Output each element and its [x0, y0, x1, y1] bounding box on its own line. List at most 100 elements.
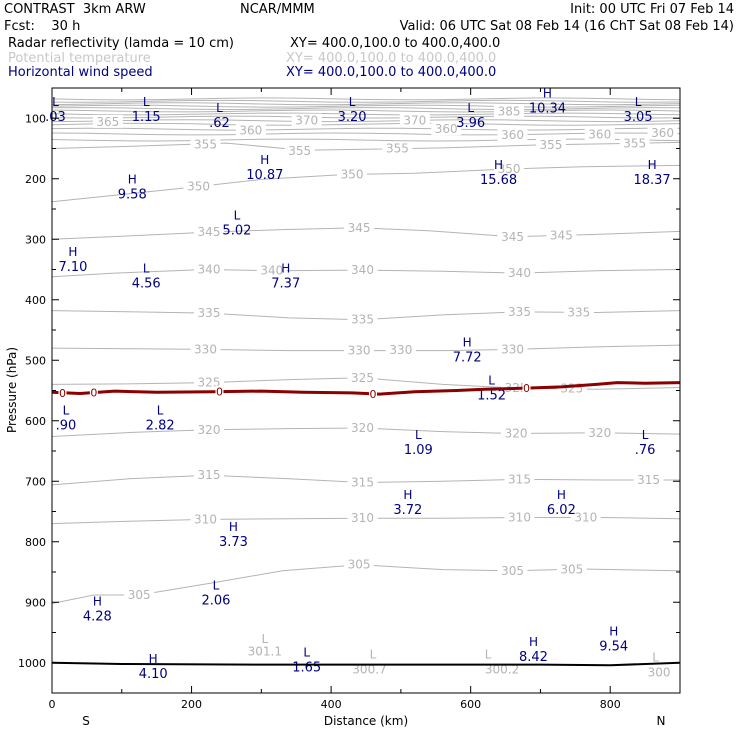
wind-extremum-marker: L	[234, 208, 241, 222]
theta-label: 360	[651, 126, 674, 140]
theta-label-bg	[487, 662, 518, 676]
upper-theta-band	[51, 122, 681, 126]
wind-extremum-marker: H	[609, 625, 618, 639]
y-tick-label: 600	[25, 415, 46, 428]
theta-label-bg	[563, 305, 594, 319]
north-label: N	[657, 714, 666, 728]
theta-label-bg	[92, 114, 123, 128]
theta-label-bg	[354, 662, 385, 676]
upper-theta-band	[51, 104, 681, 108]
theta-label: 310	[508, 511, 531, 525]
x-tick-label: 600	[460, 698, 481, 711]
wind-extremum-marker: L	[488, 373, 495, 387]
theta-label-bg	[619, 136, 650, 150]
theta-label: 305	[128, 588, 151, 602]
isentrope-355	[51, 141, 681, 151]
theta-label-bg	[347, 511, 378, 525]
wind-extremum-value: 9.54	[599, 640, 628, 655]
wind-extremum-value: 1.09	[404, 443, 433, 458]
zero-label: 0	[216, 386, 223, 399]
theta-label-bg	[399, 113, 430, 127]
upper-theta-bands	[51, 97, 681, 142]
wind-extremum-value: 3.20	[338, 110, 367, 125]
theta-label-bg	[385, 342, 416, 356]
wind-extremum-marker: H	[529, 635, 538, 649]
upper-theta-band	[51, 132, 681, 136]
upper-theta-band	[51, 138, 681, 142]
theta-label: 315	[637, 473, 660, 487]
theta-label-bg	[190, 137, 221, 151]
zero-label: 0	[90, 387, 97, 400]
theta-label: 355	[386, 142, 409, 156]
theta-label: 385	[498, 105, 521, 119]
theta-label: 335	[351, 313, 374, 327]
theta-label-bg	[194, 468, 224, 482]
field-wind-label: Horizontal wind speed	[8, 65, 153, 80]
wind-extremum-value: 4.56	[132, 277, 161, 292]
wind-extremum-value: 3.05	[624, 110, 653, 125]
wind-extremum-marker: L	[143, 95, 150, 109]
theta-label: 315	[508, 472, 531, 486]
zero-label-bg	[522, 382, 531, 395]
theta-label-bg	[284, 143, 315, 157]
wind-extremum-value: 7.72	[453, 350, 482, 365]
theta-label: 340	[508, 266, 531, 280]
init-time: Init: 00 UTC Fri 07 Feb 14	[570, 2, 734, 17]
wind-extremum-value: 1.65	[292, 661, 321, 676]
ground-line	[51, 661, 681, 667]
field-reflectivity-label: Radar reflectivity (lamda = 10 cm)	[8, 36, 234, 51]
theta-label-bg	[256, 263, 287, 277]
theta-label: 305	[560, 563, 583, 577]
y-tick-label: 700	[25, 475, 46, 488]
theta-label: 340	[198, 263, 221, 277]
theta-label-bg	[494, 104, 525, 118]
upper-theta-band	[51, 97, 681, 101]
theta-label-bg	[504, 266, 535, 280]
theta-label-bg	[347, 263, 378, 277]
wind-extremum-value: 2.06	[202, 594, 231, 609]
upper-theta-band	[51, 102, 681, 106]
x-tick-label: 0	[49, 698, 56, 711]
theta-label: 335	[508, 305, 531, 319]
theta-label: 355	[288, 144, 311, 158]
y-tick-label: 1000	[18, 657, 46, 670]
wind-extremum-marker: H	[494, 158, 503, 172]
theta-label: 340	[260, 264, 283, 278]
theta-label-bg	[347, 370, 378, 384]
zero-label-bg	[58, 386, 67, 399]
theta-contour-labels: 365 360 370 370 360 385 360 360 360 355 355 355 355 3…	[92, 104, 678, 679]
theta-label: 350	[341, 168, 364, 182]
theta-label-bg	[497, 342, 528, 356]
wind-extremum-marker: H	[403, 488, 412, 502]
x-tick-label: 800	[600, 698, 621, 711]
theta-label: 335	[567, 305, 590, 319]
theta-label-bg	[497, 128, 528, 142]
wind-extremum-value: 4.10	[139, 667, 168, 682]
upper-theta-band	[51, 127, 681, 131]
axes: 100 200 300 400 500 600 700 800 900 1000 0 200 400 60…	[18, 88, 681, 711]
field-wind-xy: XY= 400.0,100.0 to 400.0,400.0	[286, 65, 497, 80]
theta-label-bg	[570, 510, 601, 524]
wind-extremum-value: 7.10	[58, 260, 87, 275]
theta-label-bg	[344, 220, 375, 234]
theta-label: 335	[198, 306, 221, 320]
theta-label: 300.7	[352, 662, 386, 676]
theta-label: 345	[198, 225, 221, 239]
theta-label: 310	[574, 511, 597, 525]
y-tick-label: 200	[25, 173, 46, 186]
zero-label-bg	[368, 387, 377, 400]
theta-label: 320	[198, 423, 221, 437]
model-title: CONTRAST 3km ARW	[4, 2, 146, 17]
theta-label-bg	[291, 113, 322, 127]
upper-theta-band	[51, 99, 681, 103]
theta-label: 330	[501, 342, 524, 356]
theta-label-bg	[337, 167, 368, 181]
wind-extremum-value: 1.15	[132, 110, 161, 125]
wind-extremum-value: 4.28	[83, 609, 112, 624]
theta-label-bg	[546, 228, 577, 242]
theta-label: 320	[351, 421, 374, 435]
theta-extremum-marker: L	[652, 650, 659, 664]
theta-label-bg	[431, 122, 462, 136]
wind-extremum-value: 18.37	[633, 173, 670, 188]
